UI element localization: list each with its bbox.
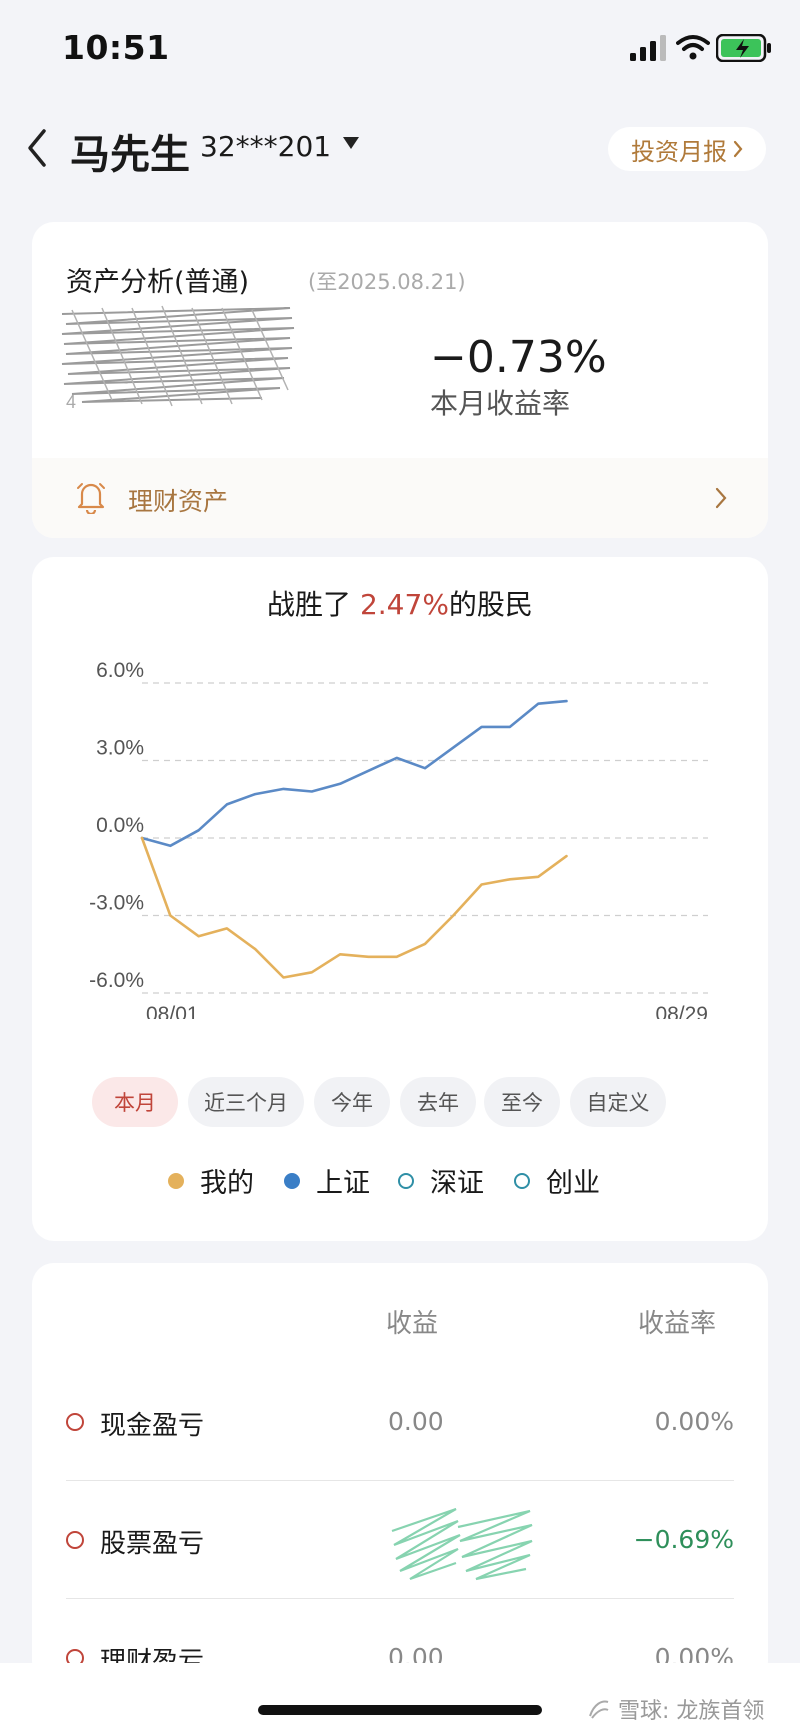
series-line-1 (140, 836, 568, 979)
time-range-tab[interactable]: 至今 (484, 1077, 560, 1127)
performance-card: 战胜了 2.47%的股民 6.0% 3.0% 0.0% -3.0% -6.0% 08/01… (32, 557, 768, 1241)
back-arrow-icon[interactable] (22, 125, 52, 171)
status-time: 10:51 (62, 28, 170, 67)
beat-prefix: 战胜了 (267, 588, 352, 621)
monthly-return-label: 本月收益率 (430, 387, 571, 420)
redacted-scribble (391, 1507, 533, 1581)
profit-row-value: 0.00 (388, 1407, 444, 1436)
profit-row[interactable]: 现金盈亏 0.00 0.00% (66, 1363, 734, 1481)
series-line-0 (140, 699, 568, 848)
user-name: 马先生 (70, 132, 190, 178)
legend-label: 上证 (316, 1168, 370, 1199)
redacted-scribble: 4 (61, 305, 295, 412)
page-header: 马先生 32***201 投资月报 (0, 110, 800, 190)
time-range-tab[interactable]: 近三个月 (188, 1077, 304, 1127)
battery-charging-icon (716, 34, 771, 62)
monthly-return-value: −0.73% (430, 332, 607, 383)
column-header-profit: 收益 (386, 1309, 439, 1339)
legend-dot-icon (398, 1172, 414, 1189)
hidden-digit: 4 (66, 392, 76, 412)
status-bar: 10:51 (0, 0, 800, 100)
y-tick-label: -6.0% (89, 969, 144, 992)
time-range-tab[interactable]: 今年 (314, 1077, 390, 1127)
y-tick-label: 3.0% (96, 737, 144, 760)
time-range-tab[interactable]: 自定义 (570, 1077, 666, 1127)
legend-dot-icon (514, 1172, 530, 1189)
profit-breakdown-card: 收益 收益率 现金盈亏 0.00 0.00% 股票盈亏 −0.69% 理财盈亏 0.00 0.… (32, 1263, 768, 1683)
legend-item[interactable]: 上证 (284, 1161, 370, 1200)
y-tick-label: 6.0% (96, 659, 144, 682)
snowball-logo-icon (589, 1700, 609, 1719)
y-tick-label: 0.0% (96, 814, 144, 837)
profit-row-rate: 0.00% (654, 1407, 734, 1436)
asset-date: (至2025.08.21) (308, 270, 466, 294)
row-circle-icon (66, 1413, 84, 1431)
account-number[interactable]: 32***201 (200, 130, 332, 163)
legend-dot-icon (284, 1172, 300, 1189)
legend-item[interactable]: 创业 (514, 1161, 600, 1200)
x-tick-label: 08/29 (655, 1003, 708, 1019)
profit-row[interactable]: 股票盈亏 −0.69% (66, 1481, 734, 1599)
time-range-tab[interactable]: 本月 (92, 1077, 178, 1127)
wealth-assets-row[interactable]: 理财资产 (32, 458, 768, 538)
legend-item[interactable]: 我的 (168, 1161, 254, 1200)
bottom-bar: 雪球: 龙族首领 (0, 1663, 800, 1731)
legend-label: 我的 (200, 1168, 254, 1199)
home-indicator[interactable] (258, 1705, 542, 1715)
profit-row-label: 现金盈亏 (100, 1411, 205, 1441)
asset-analysis-title: 资产分析(普通) (66, 267, 250, 298)
monthly-report-button[interactable]: 投资月报 (608, 127, 766, 171)
chevron-right-icon (715, 487, 727, 509)
legend-label: 创业 (546, 1168, 600, 1199)
monthly-report-label: 投资月报 (631, 137, 727, 166)
watermark-text: 雪球: 龙族首领 (618, 1699, 765, 1724)
asset-analysis-card: 资产分析(普通) (至2025.08.21) 4 −0.73% 本月收益率 理财… (32, 222, 768, 538)
row-divider (66, 1598, 734, 1599)
legend-dot-icon (168, 1172, 184, 1189)
wifi-icon (676, 35, 710, 60)
wealth-assets-label: 理财资产 (128, 487, 229, 516)
beat-investors-text: 战胜了 2.47%的股民 (32, 583, 768, 623)
profit-row-rate: −0.69% (633, 1525, 734, 1554)
return-line-chart: 6.0% 3.0% 0.0% -3.0% -6.0%08/01 08/29 (89, 659, 708, 1019)
watermark: 雪球: 龙族首领 (586, 1693, 764, 1725)
legend-label: 深证 (430, 1168, 484, 1199)
time-range-tabs: 本月 近三个月 今年 去年 至今 自定义 (92, 1077, 732, 1127)
chart-legend: 我的 上证 深证 创业 (32, 1161, 768, 1201)
row-circle-icon (66, 1531, 84, 1549)
chevron-right-icon (733, 140, 743, 158)
y-tick-label: -3.0% (89, 892, 144, 915)
cellular-signal-icon (630, 35, 666, 61)
time-range-tab[interactable]: 去年 (400, 1077, 476, 1127)
row-divider (66, 1480, 734, 1481)
bell-icon (77, 483, 105, 514)
profit-row-label: 股票盈亏 (100, 1529, 205, 1559)
beat-suffix: 的股民 (448, 588, 533, 621)
account-dropdown-icon[interactable] (342, 136, 360, 150)
legend-item[interactable]: 深证 (398, 1161, 484, 1200)
x-tick-label: 08/01 (146, 1003, 199, 1019)
column-header-rate: 收益率 (638, 1309, 717, 1339)
beat-percent: 2.47% (359, 588, 449, 621)
